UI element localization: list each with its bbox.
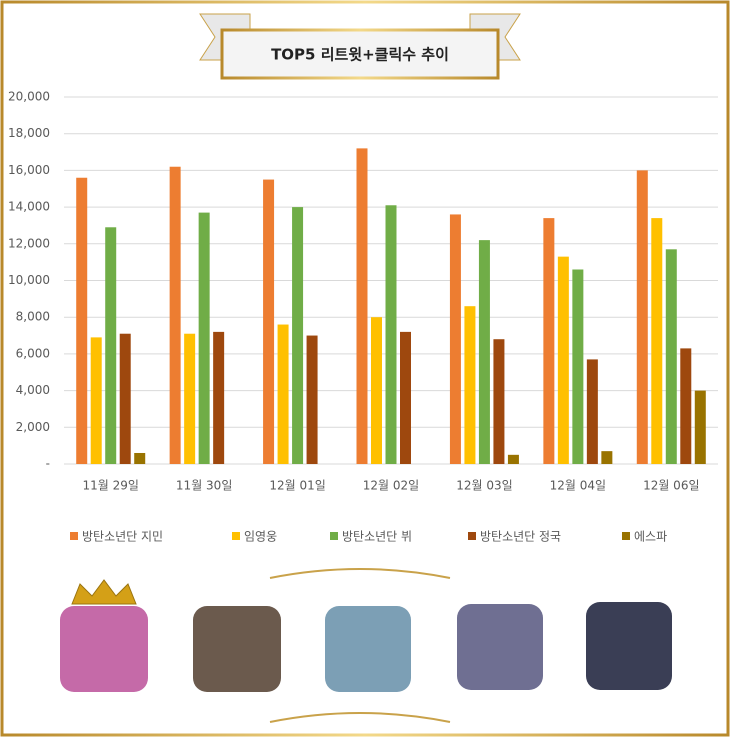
y-tick-label: 10,000 (8, 273, 50, 287)
chart-title: TOP5 리트윗+클릭수 추이 (271, 46, 449, 64)
x-tick-label: 11월 29일 (82, 479, 138, 493)
bar (478, 240, 490, 464)
y-tick-label: 12,000 (8, 236, 50, 250)
bar (119, 333, 131, 464)
legend-swatch (468, 532, 476, 540)
bar (586, 359, 598, 464)
bar (292, 207, 304, 464)
bar (263, 179, 275, 464)
y-tick-label: 20,000 (8, 90, 50, 104)
legend-label: 방탄소년단 뷔 (342, 530, 412, 544)
bar (169, 166, 181, 465)
y-tick-label: 8,000 (16, 310, 50, 324)
x-tick-label: 12월 06일 (643, 479, 699, 493)
bar (651, 218, 663, 464)
bar (680, 348, 692, 464)
y-tick-label: 4,000 (16, 383, 50, 397)
bar (572, 269, 584, 464)
bar (694, 390, 706, 464)
legend-swatch (70, 532, 78, 540)
x-tick-label: 12월 01일 (269, 479, 325, 493)
bar (213, 331, 225, 464)
y-tick-label: 16,000 (8, 163, 50, 177)
legend-label: 방탄소년단 정국 (480, 530, 561, 544)
bar (356, 148, 368, 464)
bar (385, 205, 397, 464)
bar (400, 331, 411, 464)
bar (184, 333, 196, 464)
legend-swatch (330, 532, 338, 540)
y-tick-label: 2,000 (16, 420, 50, 434)
bar (134, 452, 146, 464)
divider (40, 568, 690, 723)
legend-label: 방탄소년단 지민 (82, 530, 163, 544)
y-tick-label: - (46, 457, 50, 471)
y-tick-label: 18,000 (8, 126, 50, 140)
bar (306, 335, 318, 464)
bar (76, 177, 88, 465)
bar (601, 451, 613, 464)
bar (665, 249, 677, 464)
photos (60, 579, 672, 692)
legend-label: 에스파 (634, 530, 667, 544)
bar (543, 218, 555, 464)
y-tick-label: 14,000 (8, 200, 50, 214)
legend-swatch (232, 532, 240, 540)
bar (198, 212, 210, 464)
x-tick-label: 12월 02일 (363, 479, 419, 493)
legend-swatch (622, 532, 630, 540)
bar (90, 337, 102, 464)
bar (371, 317, 382, 464)
bar (105, 227, 117, 464)
legend-label: 임영웅 (244, 530, 277, 544)
x-tick-label: 11월 30일 (176, 479, 232, 493)
bar (636, 170, 648, 464)
bar (557, 256, 569, 464)
bar (464, 306, 476, 464)
bar (507, 454, 519, 464)
y-tick-label: 6,000 (16, 346, 50, 360)
title-banner (199, 13, 521, 80)
bar (449, 214, 461, 464)
x-tick-label: 12월 03일 (456, 479, 512, 493)
bar (493, 339, 505, 464)
x-tick-label: 12월 04일 (550, 479, 606, 493)
bar (277, 324, 289, 464)
